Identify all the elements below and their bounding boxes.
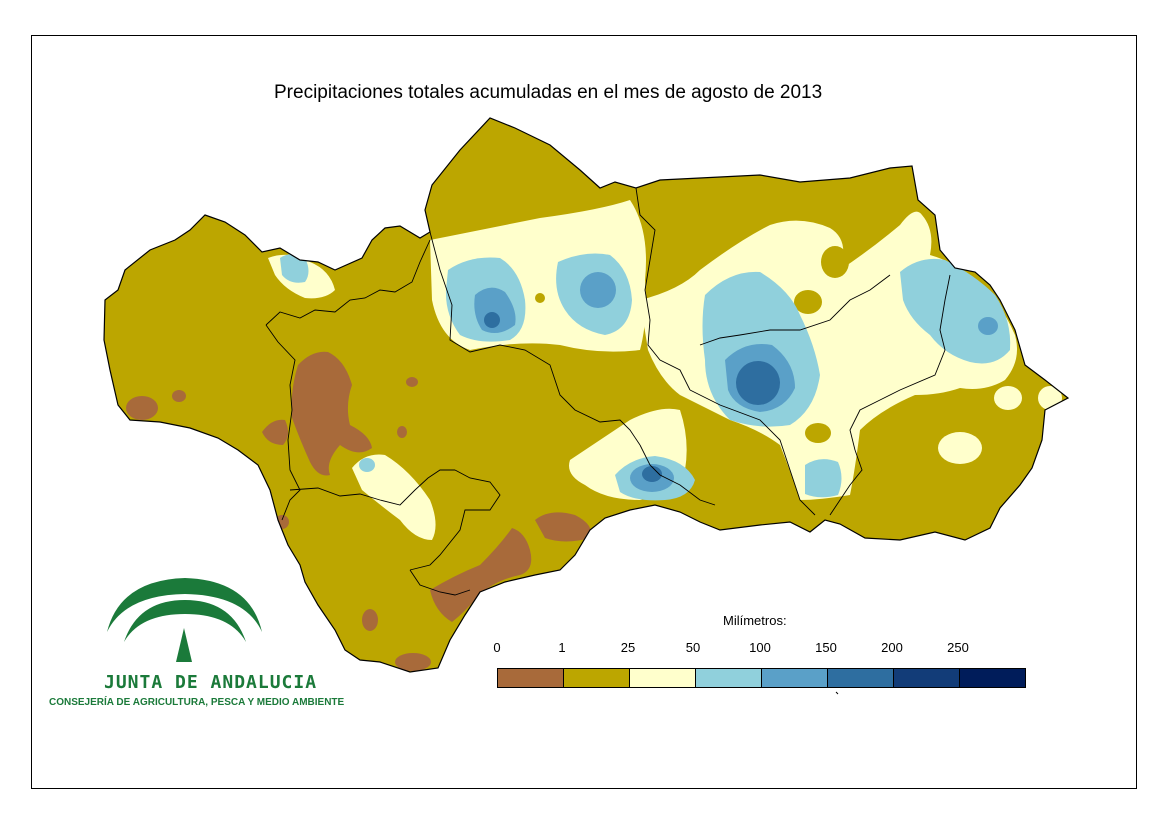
map-title: Precipitaciones totales acumuladas en el…: [274, 82, 823, 103]
department-name: CONSEJERÍA DE AGRICULTURA, PESCA Y MEDIO…: [49, 697, 345, 708]
legend-color-bar: [497, 668, 1026, 688]
precipitation-field: [104, 118, 1068, 672]
legend-tick: 50: [685, 640, 701, 655]
organization-name: JUNTA DE ANDALUCIA: [104, 672, 318, 693]
legend-tick: 250: [947, 640, 969, 655]
legend-swatch: [762, 669, 828, 687]
junta-logo-emblem: [107, 578, 262, 662]
legend-tick: 200: [881, 640, 903, 655]
legend-swatch: [828, 669, 894, 687]
legend-tick: 100: [749, 640, 771, 655]
legend-tick: 1: [558, 640, 566, 655]
legend-swatch: [564, 669, 630, 687]
stray-mark: [835, 691, 839, 695]
legend-swatch: [498, 669, 564, 687]
legend-title: Milímetros:: [723, 613, 787, 628]
region-border: [103, 117, 1070, 673]
legend-swatch: [960, 669, 1025, 687]
province-borders: [265, 187, 951, 596]
legend-tick: 150: [815, 640, 837, 655]
legend-tick: 0: [493, 640, 501, 655]
legend-swatch: [630, 669, 696, 687]
legend-swatch: [894, 669, 960, 687]
legend-tick: 25: [620, 640, 636, 655]
legend-swatch: [696, 669, 762, 687]
